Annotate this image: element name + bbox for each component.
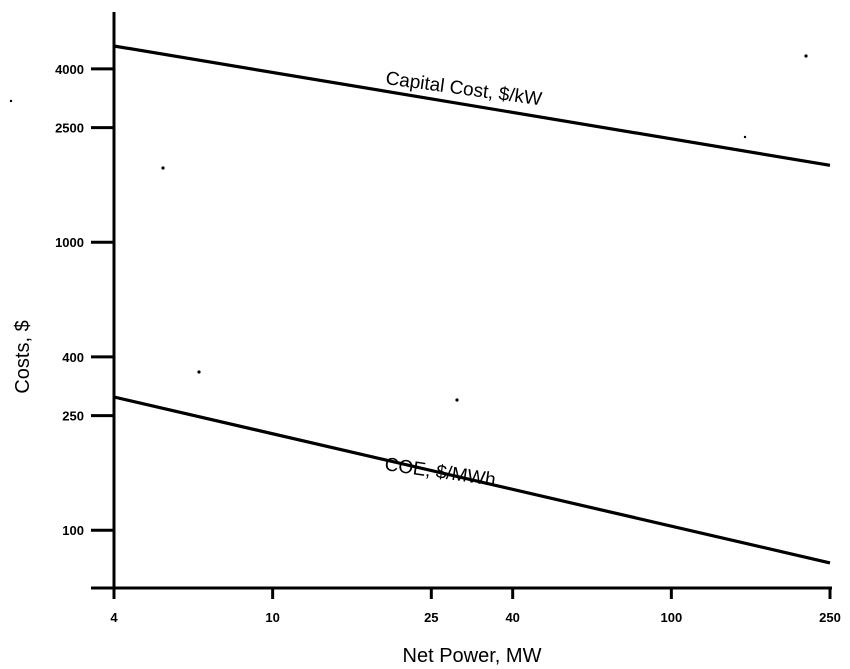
series-line-coe: [113, 395, 831, 565]
scan-specks: [9, 54, 808, 402]
series-lines: [113, 44, 831, 565]
series-line-capital-cost: [113, 44, 831, 167]
speck: [197, 370, 201, 374]
x-tick-label: 10: [265, 610, 279, 625]
series-label-coe: COE, $/MWh: [383, 454, 497, 491]
y-tick-label: 4000: [55, 62, 84, 77]
axes: [91, 12, 832, 591]
y-tick-label: 100: [62, 523, 84, 538]
x-tick-label: 250: [819, 610, 841, 625]
x-tick-label: 25: [424, 610, 438, 625]
series-labels: Capital Cost, $/kW COE, $/MWh: [383, 68, 543, 491]
speck: [743, 135, 747, 139]
speck: [161, 166, 165, 170]
y-tick-label: 400: [62, 350, 84, 365]
y-tick-label: 250: [62, 409, 84, 424]
y-tick-label: 2500: [55, 121, 84, 136]
speck: [455, 398, 459, 402]
y-tick-label: 1000: [55, 235, 84, 250]
x-axis-title: Net Power, MW: [403, 645, 542, 667]
y-axis-title: Costs, $: [12, 320, 34, 393]
x-tick-label: 100: [660, 610, 682, 625]
speck: [9, 99, 13, 103]
x-tick-label: 4: [110, 610, 118, 625]
y-ticks: 100 250 400 1000 2500 4000: [55, 62, 114, 538]
x-ticks: 4 10 25 40 100 250: [110, 588, 841, 625]
x-tick-label: 40: [505, 610, 519, 625]
speck: [804, 54, 808, 58]
